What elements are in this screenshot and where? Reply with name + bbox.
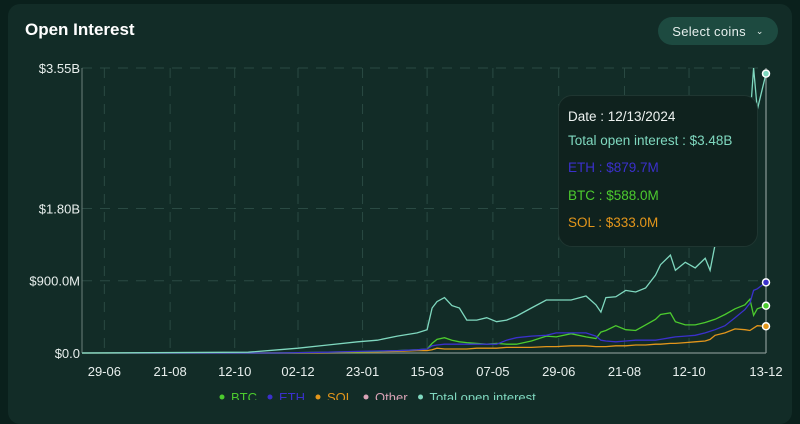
select-coins-button[interactable]: Select coins ⌄ bbox=[658, 17, 778, 45]
select-coins-label: Select coins bbox=[672, 23, 746, 39]
tooltip-eth: ETH : $879.7M bbox=[568, 160, 659, 175]
y-tick-label: $3.55B bbox=[39, 61, 80, 76]
hover-point-btc bbox=[761, 301, 771, 311]
series-line-total-open-interest bbox=[81, 67, 767, 354]
legend-marker-other bbox=[363, 394, 369, 400]
tooltip-total: Total open interest : $3.48B bbox=[568, 133, 733, 148]
series-line-sol bbox=[82, 325, 767, 354]
x-tick-label: 15-03 bbox=[410, 364, 443, 379]
page-title: Open Interest bbox=[25, 20, 135, 39]
x-tick-label: 21-08 bbox=[608, 364, 641, 379]
x-tick-label: 07-05 bbox=[476, 364, 509, 379]
tooltip-btc: BTC : $588.0M bbox=[568, 188, 659, 203]
x-tick-label: 02-12 bbox=[281, 364, 314, 379]
x-tick-label: 12-10 bbox=[672, 364, 705, 379]
chart-tooltip: Date : 12/13/2024 Total open interest : … bbox=[558, 95, 758, 247]
series-line-btc bbox=[82, 297, 767, 354]
x-tick-label: 21-08 bbox=[154, 364, 187, 379]
tooltip-date: Date : 12/13/2024 bbox=[568, 109, 676, 124]
x-tick-label: 29-06 bbox=[542, 364, 575, 379]
legend-marker-total-open-interest bbox=[418, 394, 424, 400]
tooltip-sol: SOL : $333.0M bbox=[568, 215, 659, 230]
hover-point-sol bbox=[761, 322, 771, 331]
legend-marker-sol bbox=[315, 394, 321, 400]
hover-point-total-open-interest bbox=[761, 69, 771, 78]
x-tick-label: 12-10 bbox=[218, 364, 251, 379]
series-line-eth bbox=[82, 281, 767, 354]
y-tick-label: $900.0M bbox=[29, 274, 80, 289]
x-tick-label: 29-06 bbox=[88, 364, 121, 379]
legend-marker-eth bbox=[267, 394, 273, 400]
y-tick-label: $1.80B bbox=[39, 201, 80, 216]
hover-point-eth bbox=[761, 278, 771, 287]
legend-marker-btc bbox=[219, 394, 225, 400]
open-interest-chart: $0.0 $900.0M $1.80B $3.55B 29-06 21-08 12-10 02… bbox=[29, 61, 782, 400]
legend-label-other: Other bbox=[375, 390, 408, 400]
x-tick-label: 13-12 bbox=[749, 364, 782, 379]
y-tick-label: $0.0 bbox=[55, 346, 80, 361]
legend-label-total-open-interest: Total open interest bbox=[430, 390, 537, 400]
x-tick-label: 23-01 bbox=[346, 364, 379, 379]
legend-label-sol: SOL bbox=[327, 390, 353, 400]
legend-label-btc: BTC bbox=[231, 390, 257, 400]
legend-label-eth: ETH bbox=[279, 390, 305, 400]
chevron-down-icon: ⌄ bbox=[755, 25, 764, 36]
